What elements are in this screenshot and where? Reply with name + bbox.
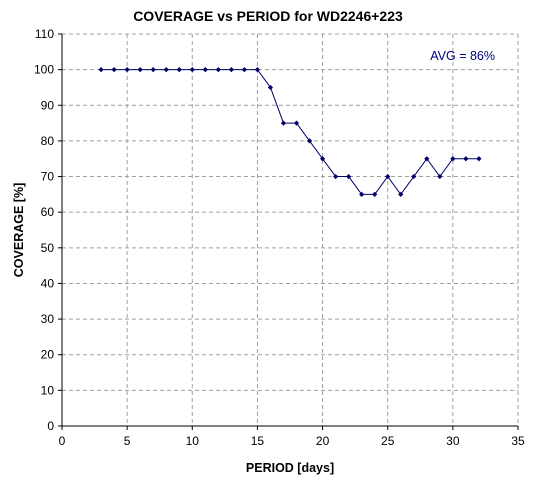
y-tick-label: 110 bbox=[35, 27, 54, 41]
chart-title: COVERAGE vs PERIOD for WD2246+223 bbox=[133, 8, 403, 24]
series-line bbox=[101, 69, 479, 196]
x-tick-label: 10 bbox=[186, 434, 200, 448]
data-point-marker bbox=[137, 67, 143, 73]
data-point-marker bbox=[411, 173, 417, 180]
y-tick-label: 30 bbox=[41, 312, 55, 326]
data-point-marker bbox=[398, 191, 404, 197]
x-tick-label: 35 bbox=[511, 434, 525, 448]
data-point-marker bbox=[163, 67, 169, 73]
data-point-marker bbox=[215, 67, 221, 73]
grid-lines bbox=[62, 33, 519, 426]
data-point-marker bbox=[267, 84, 274, 91]
data-point-marker bbox=[241, 67, 247, 73]
y-tick-label: 20 bbox=[41, 348, 55, 362]
data-point-marker bbox=[111, 67, 117, 73]
data-point-marker bbox=[476, 156, 482, 162]
data-point-marker bbox=[463, 156, 469, 162]
data-point-marker bbox=[228, 67, 234, 73]
y-tick-label: 40 bbox=[41, 276, 55, 290]
data-point-marker bbox=[189, 67, 195, 73]
y-tick-label: 70 bbox=[41, 170, 55, 184]
data-point-marker bbox=[202, 67, 208, 73]
data-series bbox=[98, 67, 482, 197]
y-tick-label: 0 bbox=[47, 419, 54, 433]
data-point-marker bbox=[385, 173, 391, 180]
x-tick-label: 30 bbox=[446, 434, 460, 448]
x-tick-label: 0 bbox=[59, 434, 66, 448]
data-point-marker bbox=[372, 191, 378, 197]
average-annotation: AVG = 86% bbox=[430, 49, 495, 63]
data-point-marker bbox=[306, 138, 313, 144]
data-point-marker bbox=[359, 191, 365, 197]
data-point-marker bbox=[124, 67, 130, 73]
x-tick-label: 15 bbox=[251, 434, 265, 448]
data-point-marker bbox=[98, 67, 104, 73]
data-point-marker bbox=[333, 173, 339, 180]
y-tick-label: 50 bbox=[41, 241, 55, 255]
data-point-marker bbox=[437, 173, 443, 180]
x-tick-label: 20 bbox=[316, 434, 330, 448]
y-tick-label: 80 bbox=[41, 134, 55, 148]
data-point-marker bbox=[424, 156, 430, 162]
y-tick-label: 60 bbox=[41, 205, 55, 219]
y-tick-label: 90 bbox=[41, 98, 55, 112]
data-point-marker bbox=[319, 156, 326, 162]
data-point-marker bbox=[293, 120, 300, 126]
tick-labels: 0 10 20 30 40 50 60 70 80 90 100 110 0 5 10 15 20 25 30 35 bbox=[34, 27, 525, 448]
x-tick-label: 5 bbox=[124, 434, 131, 448]
data-point-marker bbox=[150, 67, 156, 73]
axes bbox=[58, 33, 519, 430]
data-point-marker bbox=[450, 156, 456, 162]
data-point-marker bbox=[254, 67, 261, 73]
data-point-marker bbox=[280, 120, 287, 126]
y-axis-label: COVERAGE [%] bbox=[12, 183, 26, 277]
x-axis-label: PERIOD [days] bbox=[246, 461, 334, 475]
x-tick-label: 25 bbox=[381, 434, 395, 448]
y-tick-label: 10 bbox=[41, 383, 55, 397]
data-point-marker bbox=[176, 67, 182, 73]
data-point-marker bbox=[346, 173, 352, 180]
y-tick-label: 100 bbox=[34, 63, 54, 77]
